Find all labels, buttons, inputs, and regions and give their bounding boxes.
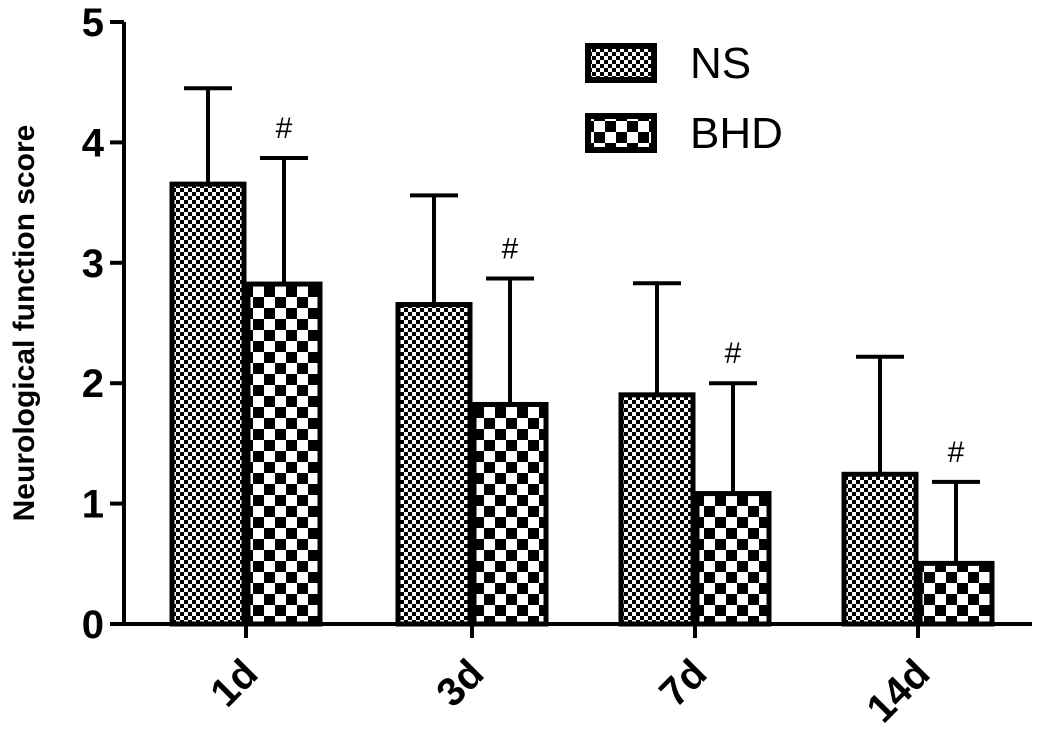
bar-bhd [917,560,995,627]
legend-swatch-bhd [585,113,657,153]
bar-bhd [694,491,772,627]
significance-mark: # [502,232,519,265]
x-tick-label: 7d [651,651,715,715]
bar-bhd [471,401,549,627]
significance-annotations: # # # # [276,112,965,469]
x-tick-label: 1d [202,651,266,715]
error-bars [184,86,980,562]
legend-label-bhd: BHD [690,109,783,158]
legend-label-ns: NS [690,39,751,88]
bar-ns [841,471,919,627]
bar-bhd [245,281,323,627]
y-tick-label: 3 [82,242,104,286]
legend-swatch-ns [585,43,657,83]
significance-mark: # [948,436,965,469]
y-axis-title: Neurological function score [8,125,41,522]
y-tick-label: 5 [82,1,104,45]
significance-mark: # [276,112,293,145]
bar-ns [169,181,247,627]
y-tick-label: 0 [82,603,104,647]
y-tick-label: 2 [82,362,104,406]
y-tick-label: 1 [82,483,104,527]
y-tick-label: 4 [82,121,105,165]
legend: NS BHD [585,39,783,158]
x-ticks: 1d 3d 7d 14d [202,624,938,731]
significance-mark: # [725,337,742,370]
y-ticks: 0 1 2 3 4 5 [82,1,124,647]
x-tick-label: 3d [428,651,492,715]
bar-ns [395,302,473,627]
bar-ns [618,392,696,627]
x-tick-label: 14d [859,651,939,731]
bars [169,181,995,627]
